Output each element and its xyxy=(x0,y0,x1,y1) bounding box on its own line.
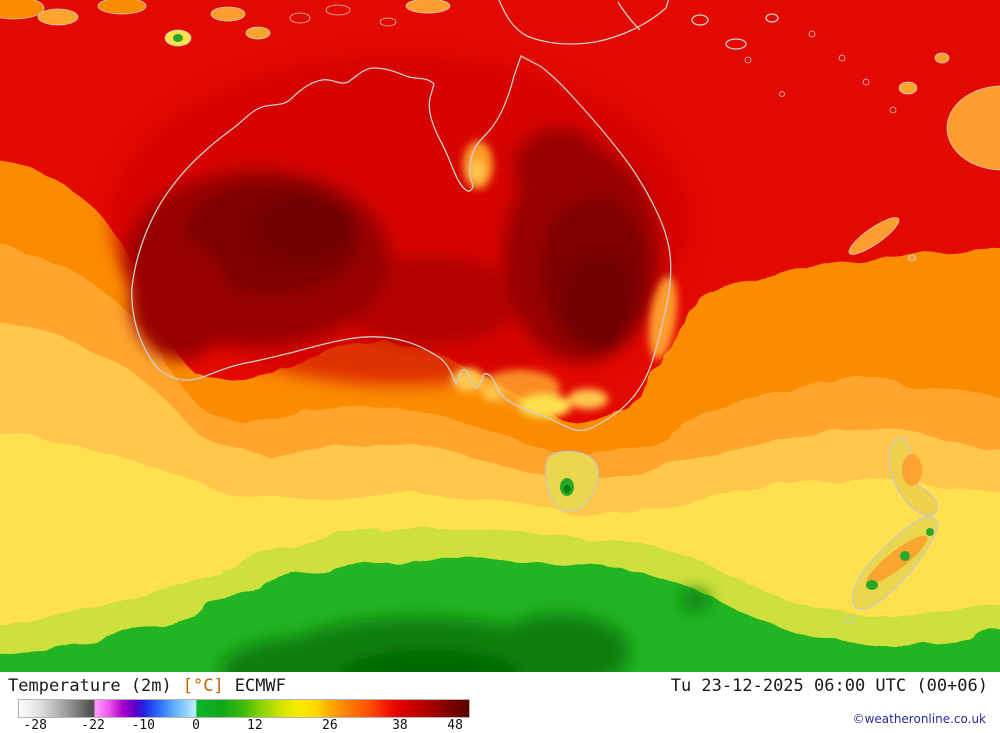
nz-warm-patch xyxy=(902,454,922,486)
island-outline xyxy=(765,13,779,23)
legend-tick-label: -28 xyxy=(23,718,47,733)
nz-cold-spot xyxy=(900,551,910,561)
copyright-link[interactable]: ©weatheronline.co.uk xyxy=(852,712,986,726)
legend-ticks: -28 -22 -10 0 12 26 38 48 xyxy=(18,718,470,733)
legend-tick-label: 48 xyxy=(447,718,463,733)
footer: Temperature (2m) [°C] ECMWF Tu 23-12-202… xyxy=(0,672,1000,733)
valid-time-label: Tu 23-12-2025 06:00 UTC (00+06) xyxy=(670,676,988,696)
tasmania xyxy=(545,450,599,512)
parameter-label: Temperature (2m) xyxy=(8,676,172,696)
legend-tick-label: 0 xyxy=(192,718,200,733)
legend-tick-label: -10 xyxy=(131,718,155,733)
forecast-map xyxy=(0,0,1000,672)
band-green xyxy=(0,557,1000,672)
legend-tick-label: -22 xyxy=(81,718,105,733)
new-britain-coastline xyxy=(617,1,641,31)
map-title: Temperature (2m) [°C] ECMWF xyxy=(8,676,286,696)
coastlines xyxy=(131,0,779,432)
unit-label: [°C] xyxy=(182,676,224,696)
hot-cores xyxy=(126,128,660,363)
new-zealand xyxy=(844,437,939,625)
temperature-field-svg xyxy=(0,0,1000,672)
east-island-patches xyxy=(744,30,1000,262)
legend-colorbar xyxy=(18,699,470,718)
tasmania-cold-core xyxy=(563,485,571,493)
temperature-bands xyxy=(0,160,1000,672)
model-label: ECMWF xyxy=(234,676,286,696)
north-island-patches xyxy=(0,0,451,47)
nz-alps-ridge xyxy=(866,535,928,585)
new-guinea-coastline xyxy=(498,0,670,45)
island-outline xyxy=(691,14,709,26)
legend-tick-label: 38 xyxy=(392,718,408,733)
legend-tick-label: 12 xyxy=(247,718,263,733)
island-outline xyxy=(725,38,747,50)
australia-coastline xyxy=(131,55,672,432)
legend-tick-label: 26 xyxy=(322,718,338,733)
stewart-island-coastline xyxy=(844,615,856,625)
nz-cold-spot xyxy=(866,580,878,590)
footer-caption-row: Temperature (2m) [°C] ECMWF Tu 23-12-202… xyxy=(0,672,1000,696)
nz-cold-spot xyxy=(926,528,934,536)
cold-cores xyxy=(220,590,709,672)
